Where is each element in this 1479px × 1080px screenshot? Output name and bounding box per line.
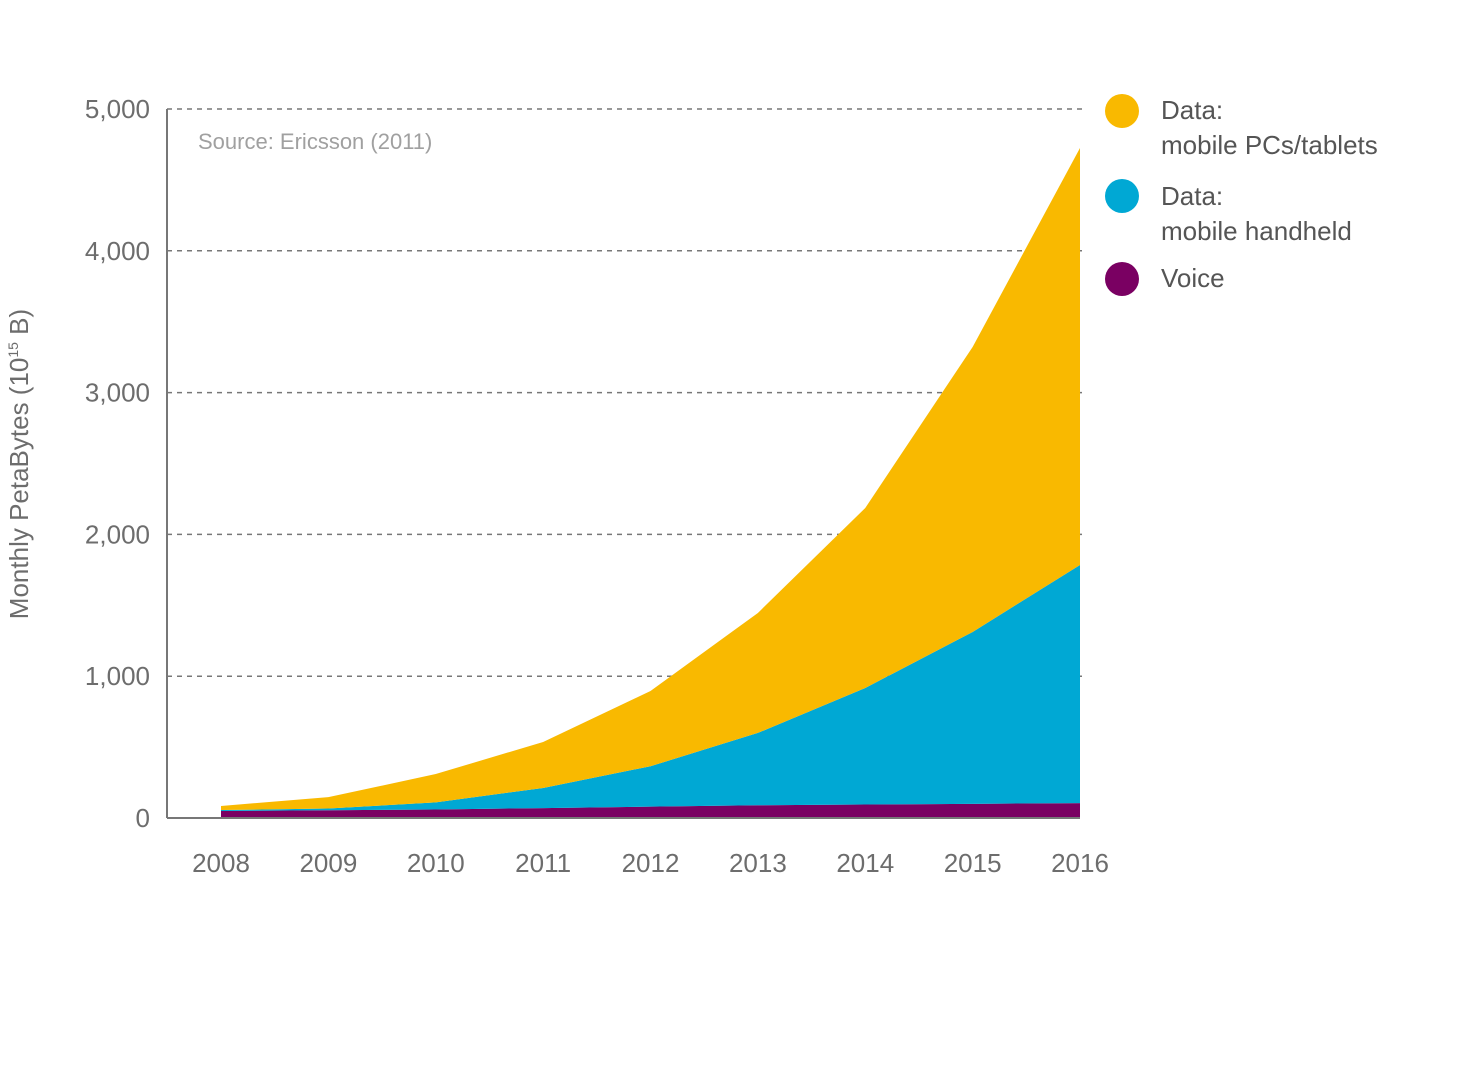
- area-series-2: [221, 147, 1080, 811]
- legend-swatch-pcs-tablets: [1105, 94, 1139, 128]
- x-tick-label: 2009: [299, 848, 357, 878]
- legend: Data: mobile PCs/tablets Data: mobile ha…: [1105, 94, 1378, 296]
- x-tick-label: 2012: [622, 848, 680, 878]
- legend-label: Voice: [1161, 263, 1225, 293]
- legend-item-voice: Voice: [1105, 262, 1225, 296]
- source-note: Source: Ericsson (2011): [198, 129, 432, 154]
- x-tick-label: 2015: [944, 848, 1002, 878]
- x-tick-label: 2008: [192, 848, 250, 878]
- legend-item-handheld: Data: mobile handheld: [1105, 179, 1352, 246]
- x-tick-label: 2014: [836, 848, 894, 878]
- legend-label: mobile handheld: [1161, 216, 1352, 246]
- area-series-0: [221, 803, 1080, 818]
- legend-item-pcs-tablets: Data: mobile PCs/tablets: [1105, 94, 1378, 160]
- y-tick-label: 0: [136, 803, 150, 833]
- y-axis-label: Monthly PetaBytes (1015 B): [4, 309, 34, 619]
- x-tick-label: 2011: [515, 848, 571, 878]
- y-tick-label: 3,000: [85, 378, 150, 408]
- area-series-1: [221, 565, 1080, 812]
- legend-swatch-handheld: [1105, 179, 1139, 213]
- x-tick-label: 2016: [1051, 848, 1109, 878]
- y-tick-label: 1,000: [85, 661, 150, 691]
- x-tick-label: 2010: [407, 848, 465, 878]
- x-tick-label: 2013: [729, 848, 787, 878]
- legend-label: mobile PCs/tablets: [1161, 130, 1378, 160]
- axes: 0 1,000 2,000 3,000 4,000 5,000 2008 2009 2010 20…: [85, 94, 1109, 878]
- areas: [221, 147, 1080, 818]
- y-tick-label: 2,000: [85, 519, 150, 549]
- y-tick-label: 5,000: [85, 94, 150, 124]
- legend-label: Data:: [1161, 181, 1223, 211]
- legend-label: Data:: [1161, 95, 1223, 125]
- y-tick-label: 4,000: [85, 236, 150, 266]
- legend-swatch-voice: [1105, 262, 1139, 296]
